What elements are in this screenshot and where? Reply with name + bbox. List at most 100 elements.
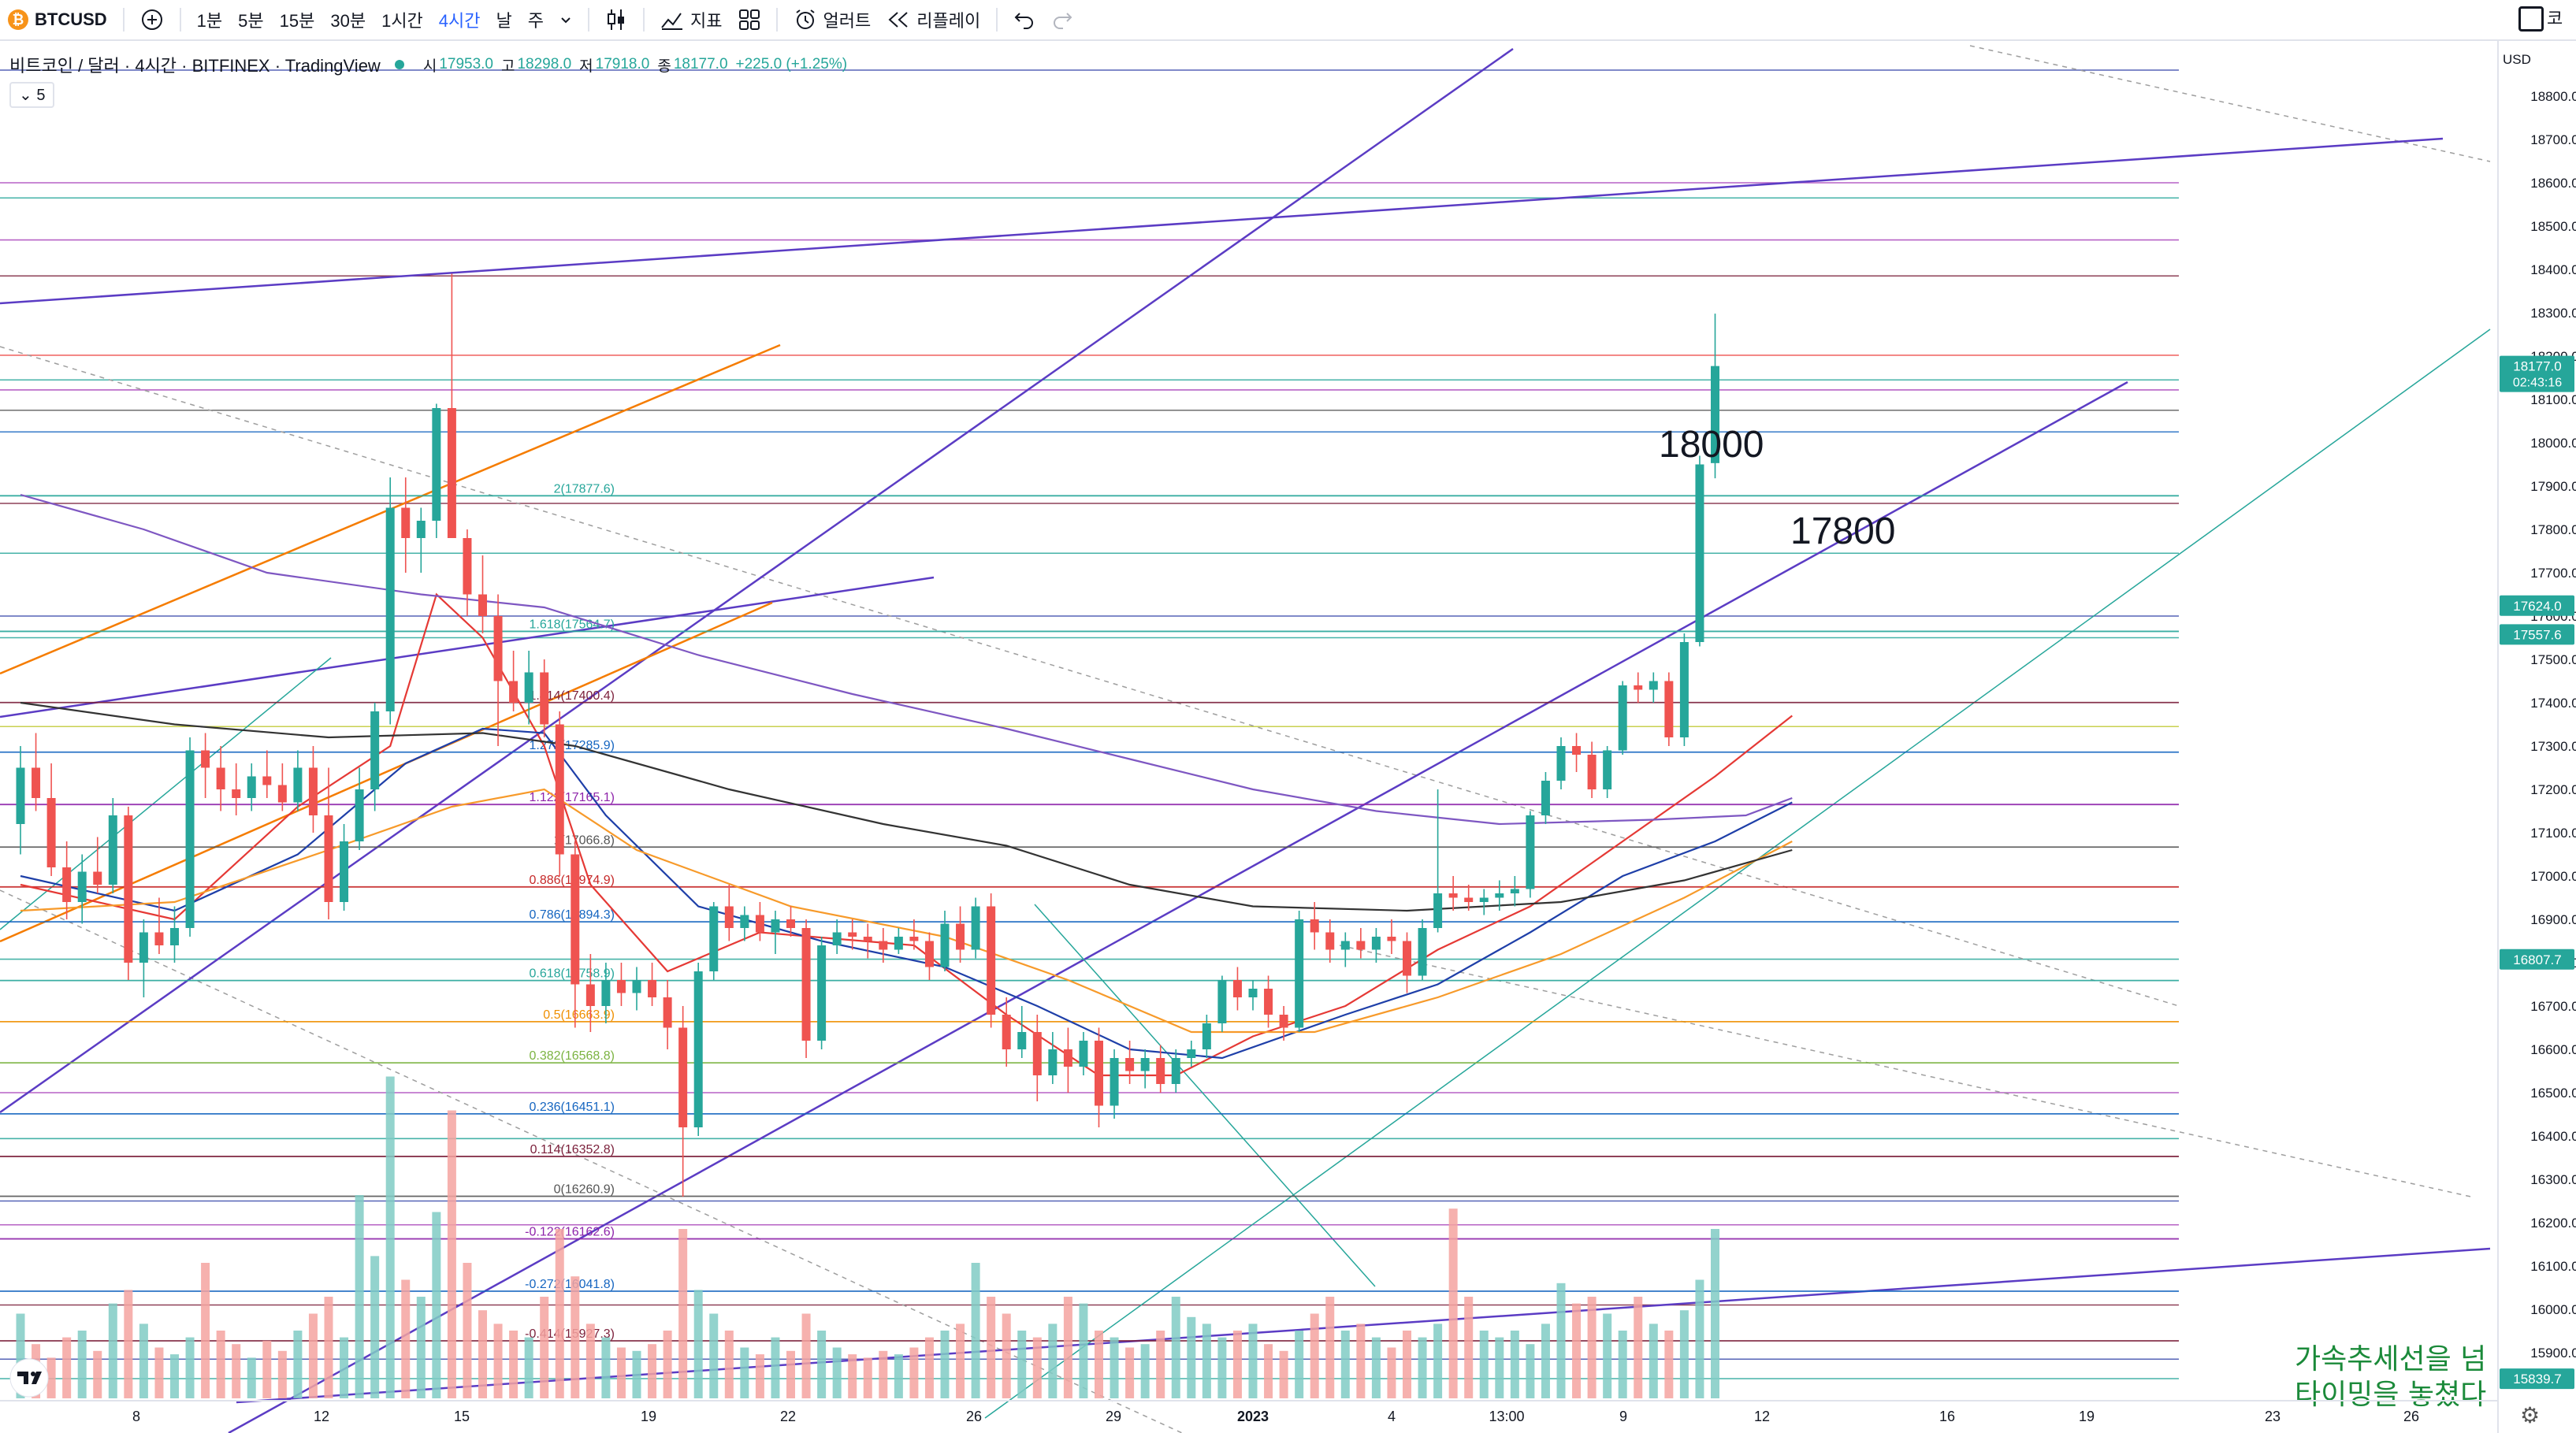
- candle-body: [262, 776, 272, 785]
- price-tick-label: 17400.0: [2530, 696, 2576, 711]
- volume-bar: [909, 1347, 919, 1398]
- interval-15m[interactable]: 15분: [279, 11, 315, 31]
- top-toolbar: ₿ BTCUSD 1분 5분 15분 30분 1시간 4시간 날 주 지표 얼러…: [0, 0, 2576, 41]
- price-tick-label: 17700.0: [2530, 566, 2576, 581]
- volume-bar: [1618, 1331, 1627, 1398]
- time-tick-label: 12: [1754, 1409, 1770, 1424]
- candle-body: [1140, 1058, 1150, 1071]
- volume-bar: [1110, 1337, 1119, 1398]
- toolbar-divider: [179, 8, 181, 32]
- interval-1m[interactable]: 1분: [196, 11, 223, 31]
- candle-body: [401, 507, 411, 538]
- volume-bar: [1079, 1303, 1088, 1398]
- annotation-korean-line1: 가속추세선을 넘: [2295, 1343, 2486, 1375]
- candle-body: [1002, 1015, 1011, 1049]
- volume-bar: [786, 1350, 795, 1398]
- volume-bar: [432, 1212, 441, 1398]
- fib-level-label: 1(17066.8): [554, 833, 615, 847]
- candle-body: [879, 941, 888, 950]
- symbol-selector[interactable]: ₿ BTCUSD: [0, 0, 115, 39]
- volume-bar: [524, 1337, 533, 1398]
- volume-bar: [693, 1290, 703, 1398]
- candle-body: [1095, 1041, 1103, 1106]
- candle-body: [1603, 750, 1612, 789]
- volume-bar: [124, 1290, 133, 1398]
- gear-icon[interactable]: ⚙: [2520, 1403, 2541, 1427]
- chart-type-button[interactable]: [597, 0, 635, 39]
- volume-bar: [1187, 1316, 1196, 1398]
- interval-30m[interactable]: 30분: [330, 11, 366, 31]
- volume-bar: [478, 1310, 487, 1398]
- price-axis[interactable]: 18800.0 18700.0 18600.0 18500.0 18400.0 18300…: [2497, 41, 2576, 1433]
- undo-button[interactable]: [1005, 0, 1043, 39]
- candle-body: [1017, 1032, 1027, 1049]
- alerts-button[interactable]: 얼러트: [786, 0, 879, 39]
- high-label: 고: [501, 58, 515, 75]
- currency-selector[interactable]: USD: [2503, 52, 2531, 67]
- teal-trendline-lower: [984, 329, 2491, 1419]
- indicators-toggle[interactable]: ⌄ 5: [9, 82, 55, 108]
- undo-icon: [1014, 13, 1034, 29]
- interval-4h[interactable]: 4시간: [438, 11, 481, 31]
- candle-body: [848, 932, 857, 937]
- volume-bar: [848, 1354, 857, 1398]
- candle-body: [924, 941, 934, 967]
- candle-body: [540, 672, 549, 725]
- interval-day[interactable]: 날: [496, 11, 512, 31]
- candle-body: [1464, 897, 1474, 902]
- replay-button[interactable]: 리플레이: [879, 0, 988, 39]
- bitcoin-icon: ₿: [8, 9, 28, 30]
- candle-body: [1711, 366, 1719, 463]
- fullscreen-icon[interactable]: [2518, 6, 2544, 32]
- volume-bar: [1556, 1283, 1566, 1398]
- candle-body: [509, 681, 519, 703]
- volume-bar: [139, 1323, 148, 1398]
- candle-body: [232, 789, 241, 798]
- volume-bar: [1171, 1297, 1180, 1398]
- volume-bar: [293, 1331, 303, 1398]
- annotation-18000: 18000: [1659, 424, 1764, 466]
- layouts-button[interactable]: [730, 0, 768, 39]
- toolbar-divider: [122, 8, 125, 32]
- candle-body: [139, 932, 148, 963]
- interval-week[interactable]: 주: [527, 11, 545, 31]
- price-tick-label: 17900.0: [2530, 479, 2576, 494]
- redo-button[interactable]: [1043, 0, 1081, 39]
- candle-body: [308, 767, 318, 815]
- side-panel-button[interactable]: 코: [2547, 9, 2563, 28]
- volume-bars: [16, 1076, 1719, 1398]
- candle-body: [755, 915, 764, 933]
- candle-body: [571, 854, 580, 985]
- volume-bar: [1587, 1297, 1597, 1398]
- indicators-button[interactable]: 지표: [652, 0, 730, 39]
- candle-body: [585, 984, 595, 1006]
- candle-body: [894, 937, 903, 950]
- volume-bar: [1325, 1297, 1335, 1398]
- volume-bar: [924, 1337, 934, 1398]
- candle-body: [909, 937, 919, 941]
- chart-legend: 비트코인 / 달러 · 4시간 · BITFINEX · TradingView…: [9, 52, 847, 77]
- fib-level-label: -0.272(16041.8): [525, 1278, 615, 1291]
- time-tick-label: 13:00: [1489, 1409, 1524, 1424]
- interval-dropdown[interactable]: [552, 0, 580, 39]
- candle-body: [1418, 928, 1427, 976]
- price-label-tag: [2500, 355, 2574, 392]
- time-axis[interactable]: 8 12 15 19 22 26 29 2023 4 13:00 9 12 16 19 23 26: [0, 1400, 2498, 1424]
- interval-1h[interactable]: 1시간: [381, 11, 423, 31]
- candle-body: [1556, 746, 1566, 781]
- horizontal-levels: [0, 69, 2179, 1379]
- add-symbol-button[interactable]: [132, 0, 172, 39]
- volume-bar: [277, 1350, 287, 1398]
- high-value: 18298.0: [517, 56, 572, 72]
- candle-body: [709, 906, 719, 971]
- interval-5m[interactable]: 5분: [238, 11, 264, 31]
- price-tick-label: 18100.0: [2530, 392, 2576, 407]
- volume-bar: [1664, 1331, 1674, 1398]
- time-tick-label: 26: [2403, 1409, 2419, 1424]
- grid-layout-icon: [738, 9, 760, 30]
- fib-level-label: 0(16260.9): [554, 1183, 615, 1197]
- candle-body: [46, 798, 56, 867]
- candle-body: [416, 521, 426, 538]
- price-tick-label: 17100.0: [2530, 826, 2576, 841]
